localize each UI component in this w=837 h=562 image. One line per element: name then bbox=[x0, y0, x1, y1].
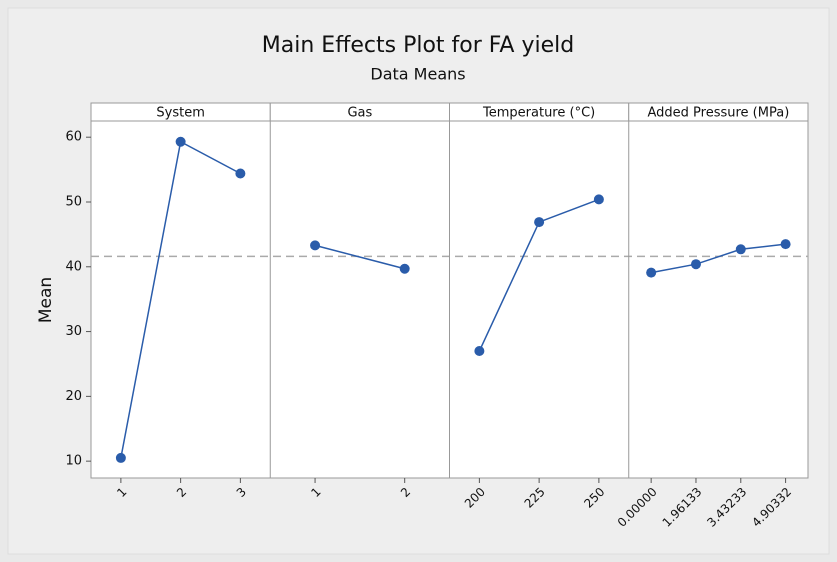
data-point bbox=[175, 136, 186, 147]
y-tick-label: 50 bbox=[65, 194, 82, 209]
y-tick-label: 40 bbox=[65, 259, 82, 274]
y-tick-label: 60 bbox=[65, 130, 82, 145]
panel-title: Gas bbox=[347, 106, 372, 121]
data-point bbox=[115, 452, 126, 463]
data-point bbox=[593, 194, 604, 205]
panel-title: Temperature (°C) bbox=[482, 106, 595, 121]
y-tick-label: 30 bbox=[65, 324, 82, 339]
y-axis-label: Mean bbox=[36, 277, 56, 323]
data-point bbox=[646, 267, 657, 278]
chart-title: Main Effects Plot for FA yield bbox=[262, 33, 574, 58]
data-point bbox=[474, 346, 485, 357]
effect-line bbox=[314, 244, 405, 270]
panel-title: System bbox=[156, 106, 204, 121]
data-point bbox=[534, 217, 545, 228]
panel-header bbox=[628, 102, 809, 122]
data-point bbox=[310, 240, 321, 251]
chart-subtitle: Data Means bbox=[370, 65, 465, 84]
data-point bbox=[735, 244, 746, 255]
y-tick-label: 10 bbox=[65, 454, 82, 469]
data-point bbox=[399, 263, 410, 274]
data-point bbox=[780, 239, 791, 250]
y-tick-label: 20 bbox=[65, 389, 82, 404]
effect-line bbox=[651, 243, 786, 274]
panel-title: Added Pressure (MPa) bbox=[647, 106, 789, 121]
data-point bbox=[690, 259, 701, 270]
data-point bbox=[235, 168, 246, 179]
